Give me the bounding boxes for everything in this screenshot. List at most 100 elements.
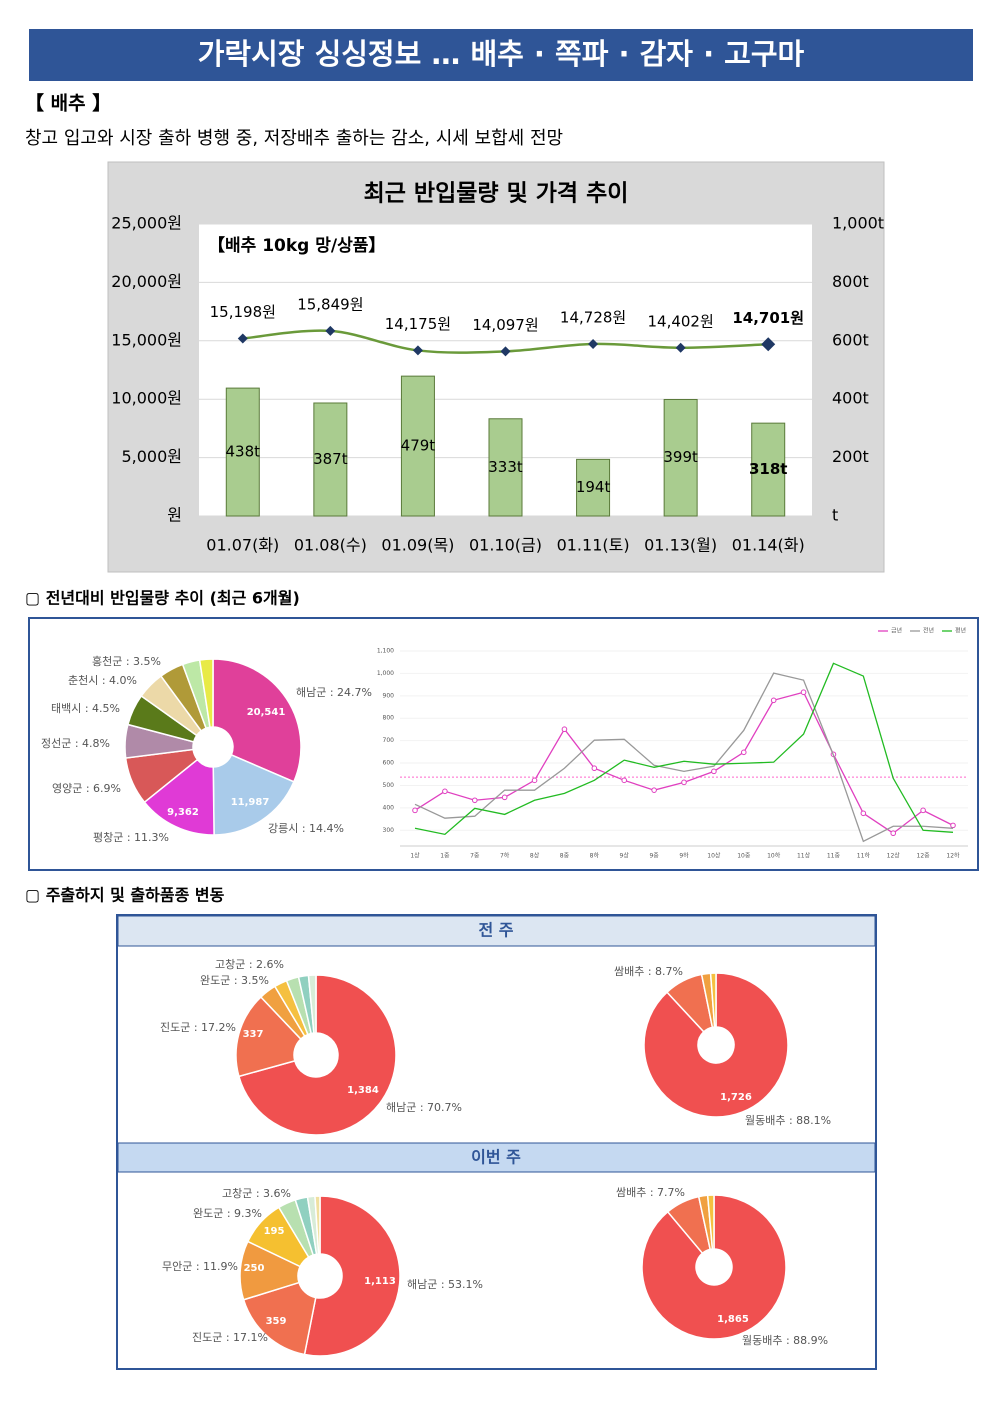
pie-slice <box>643 972 789 1118</box>
slice-value: 1,865 <box>717 1314 749 1325</box>
price-label: 14,402원 <box>647 312 713 330</box>
x-tick-label: 1상 <box>410 852 420 860</box>
x-tick-label: 01.09(목) <box>381 536 454 555</box>
y2-tick-label: 600t <box>832 330 869 349</box>
x-tick-label: 01.13(월) <box>644 536 717 555</box>
point <box>531 777 538 784</box>
chart-title: 최근 반입물량 및 가격 추이 <box>364 181 629 207</box>
series-line <box>414 672 954 843</box>
point <box>591 765 598 772</box>
slice-value: 1,113 <box>364 1276 396 1287</box>
slice-value: 20,541 <box>247 707 286 718</box>
bar-label: 479t <box>401 437 436 455</box>
point <box>800 689 807 696</box>
bar-label: 438t <box>226 443 261 461</box>
bar <box>663 398 698 517</box>
point <box>770 697 777 704</box>
price-label: 14,701원 <box>732 309 804 327</box>
y2-tick-label: 200t <box>832 447 869 466</box>
point <box>890 830 897 837</box>
slice-label: 고창군 : 3.6% <box>222 1187 291 1200</box>
slice-label: 영양군 : 6.9% <box>52 782 121 795</box>
bar-label: 194t <box>576 478 611 496</box>
price-marker <box>588 338 599 349</box>
y-tick-label: 10,000원 <box>111 389 182 408</box>
y-tick-label: 25,000원 <box>111 214 182 233</box>
slice-label: 해남군 : 53.1% <box>407 1277 483 1291</box>
price-label: 15,198원 <box>210 303 276 321</box>
bar <box>225 387 260 517</box>
slice-value: 1,726 <box>720 1092 752 1103</box>
x-tick-label: 12중 <box>917 853 931 860</box>
panel-title: 이번 주 <box>471 1148 521 1167</box>
x-tick-label: 01.10(금) <box>469 536 542 555</box>
point <box>711 768 717 775</box>
slice-label: 진도군 : 17.1% <box>192 1331 268 1344</box>
y2-tick-label: t <box>832 506 838 525</box>
x-tick-label: 11하 <box>857 852 871 860</box>
slice-label: 쌈배추 : 8.7% <box>614 965 683 978</box>
point <box>860 810 867 817</box>
title-bar <box>29 29 973 81</box>
pie-slice <box>242 1281 317 1356</box>
price-marker <box>325 325 336 336</box>
page-title: 가락시장 싱싱정보 … 배추 · 쪽파 · 감자 · 고구마 <box>198 37 805 71</box>
point <box>920 807 926 814</box>
slice-label: 고창군 : 2.6% <box>215 958 284 971</box>
y-tick-label: 20,000원 <box>111 272 182 291</box>
point <box>621 777 628 784</box>
slice-label: 쌈배추 : 7.7% <box>616 1186 685 1199</box>
slice-label: 해남군 : 70.7% <box>386 1100 462 1114</box>
pie-slice <box>212 753 295 836</box>
y-tick-label: 1,000 <box>377 670 394 677</box>
y-tick-label: 700 <box>383 737 395 744</box>
legend-label: 금년 <box>891 627 902 635</box>
y-tick-label: 500 <box>383 782 395 789</box>
x-tick-label: 9중 <box>649 853 659 860</box>
bar-label: 399t <box>663 448 698 466</box>
x-tick-label: 12상 <box>887 852 901 860</box>
pie-slice <box>212 658 302 783</box>
price-label: 14,175원 <box>385 315 451 333</box>
slice-label: 월동배추 : 88.1% <box>745 1114 831 1127</box>
point <box>501 794 508 801</box>
pie-slice <box>235 995 302 1078</box>
x-tick-label: 7중 <box>470 853 480 860</box>
x-tick-label: 01.14(화) <box>732 536 805 555</box>
y-tick-label: 900 <box>383 692 395 699</box>
slice-label: 정선군 : 4.8% <box>41 737 110 750</box>
y2-tick-label: 800t <box>832 272 869 291</box>
section-title: 【 배추 】 <box>25 92 111 115</box>
x-tick-label: 8하 <box>590 852 600 860</box>
point <box>561 726 568 733</box>
bar <box>576 458 611 517</box>
slice-label: 홍천군 : 3.5% <box>92 654 161 668</box>
slice-label: 진도군 : 17.2% <box>160 1021 236 1034</box>
x-tick-label: 01.07(화) <box>206 536 279 555</box>
slice-label: 무안군 : 11.9% <box>162 1260 238 1273</box>
y-tick-label: 15,000원 <box>111 330 182 349</box>
point <box>950 822 956 829</box>
x-tick-label: 12하 <box>946 852 960 860</box>
x-tick-label: 10하 <box>767 852 781 860</box>
point <box>681 779 687 786</box>
bar-label: 387t <box>313 450 348 468</box>
x-tick-label: 01.08(수) <box>294 536 367 555</box>
slice-label: 해남군 : 24.7% <box>296 685 372 699</box>
y-tick-label: 800 <box>383 715 395 722</box>
pie-slice <box>641 1194 787 1340</box>
slice-value: 337 <box>243 1029 264 1040</box>
heading: ▢ 주출하지 및 출하품종 변동 <box>25 886 225 905</box>
bar <box>400 375 435 517</box>
slice-value: 359 <box>266 1316 287 1327</box>
y-tick-label: 600 <box>383 760 395 767</box>
price-marker <box>412 345 423 356</box>
summary: 창고 입고와 시장 출하 병행 중, 저장배추 출하는 감소, 시세 보합세 전… <box>25 128 563 149</box>
x-tick-label: 8중 <box>560 853 570 860</box>
y-tick-label: 1,100 <box>377 647 394 654</box>
point <box>471 797 478 804</box>
x-tick-label: 7하 <box>500 852 510 860</box>
x-tick-label: 11상 <box>797 852 811 860</box>
y-tick-label: 5,000원 <box>121 447 182 466</box>
